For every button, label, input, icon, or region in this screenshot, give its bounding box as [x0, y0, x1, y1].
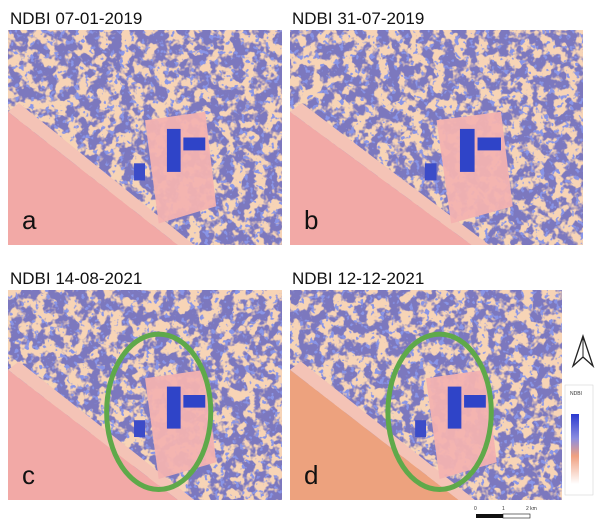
figure: NDBI 07-01-2019 a NDBI 31-07-2019 b NDBI 14-… [0, 0, 595, 524]
building [134, 420, 145, 437]
panel-title: NDBI 31-07-2019 [292, 9, 424, 28]
scale-bar: 0 1 2 km [474, 506, 537, 518]
panel-title: NDBI 14-08-2021 [10, 269, 142, 288]
map-panel: NDBI 07-01-2019 a [8, 9, 282, 245]
building [183, 138, 205, 151]
building [415, 420, 426, 437]
panel-label: b [304, 205, 318, 235]
scale-label: 0 [474, 506, 477, 512]
legend-title: NDBI [570, 391, 582, 397]
building [460, 129, 475, 172]
scale-label: 2 km [526, 506, 537, 512]
map-image [8, 30, 282, 245]
north-arrow [573, 336, 593, 366]
scale-label: 1 [502, 506, 505, 512]
building [425, 163, 437, 180]
panel-label: a [22, 205, 37, 235]
panels: NDBI 07-01-2019 a NDBI 31-07-2019 b NDBI 14-… [8, 9, 583, 500]
building [478, 138, 501, 151]
building [464, 395, 486, 408]
map-panel: NDBI 31-07-2019 b [290, 9, 583, 245]
legend-ramp [571, 414, 579, 484]
map-panel: NDBI 14-08-2021 c [8, 269, 282, 500]
building [183, 395, 205, 408]
building [167, 129, 181, 172]
map-panel: NDBI 12-12-2021 d [290, 269, 562, 500]
building [134, 163, 145, 180]
panel-label: d [304, 460, 318, 490]
building [448, 387, 462, 429]
panel-title: NDBI 07-01-2019 [10, 9, 142, 28]
legend: NDBI [565, 385, 593, 495]
map-image [290, 30, 583, 245]
map-image [290, 290, 562, 500]
panel-title: NDBI 12-12-2021 [292, 269, 424, 288]
map-image [8, 290, 282, 500]
panel-label: c [22, 460, 35, 490]
building [167, 387, 181, 429]
